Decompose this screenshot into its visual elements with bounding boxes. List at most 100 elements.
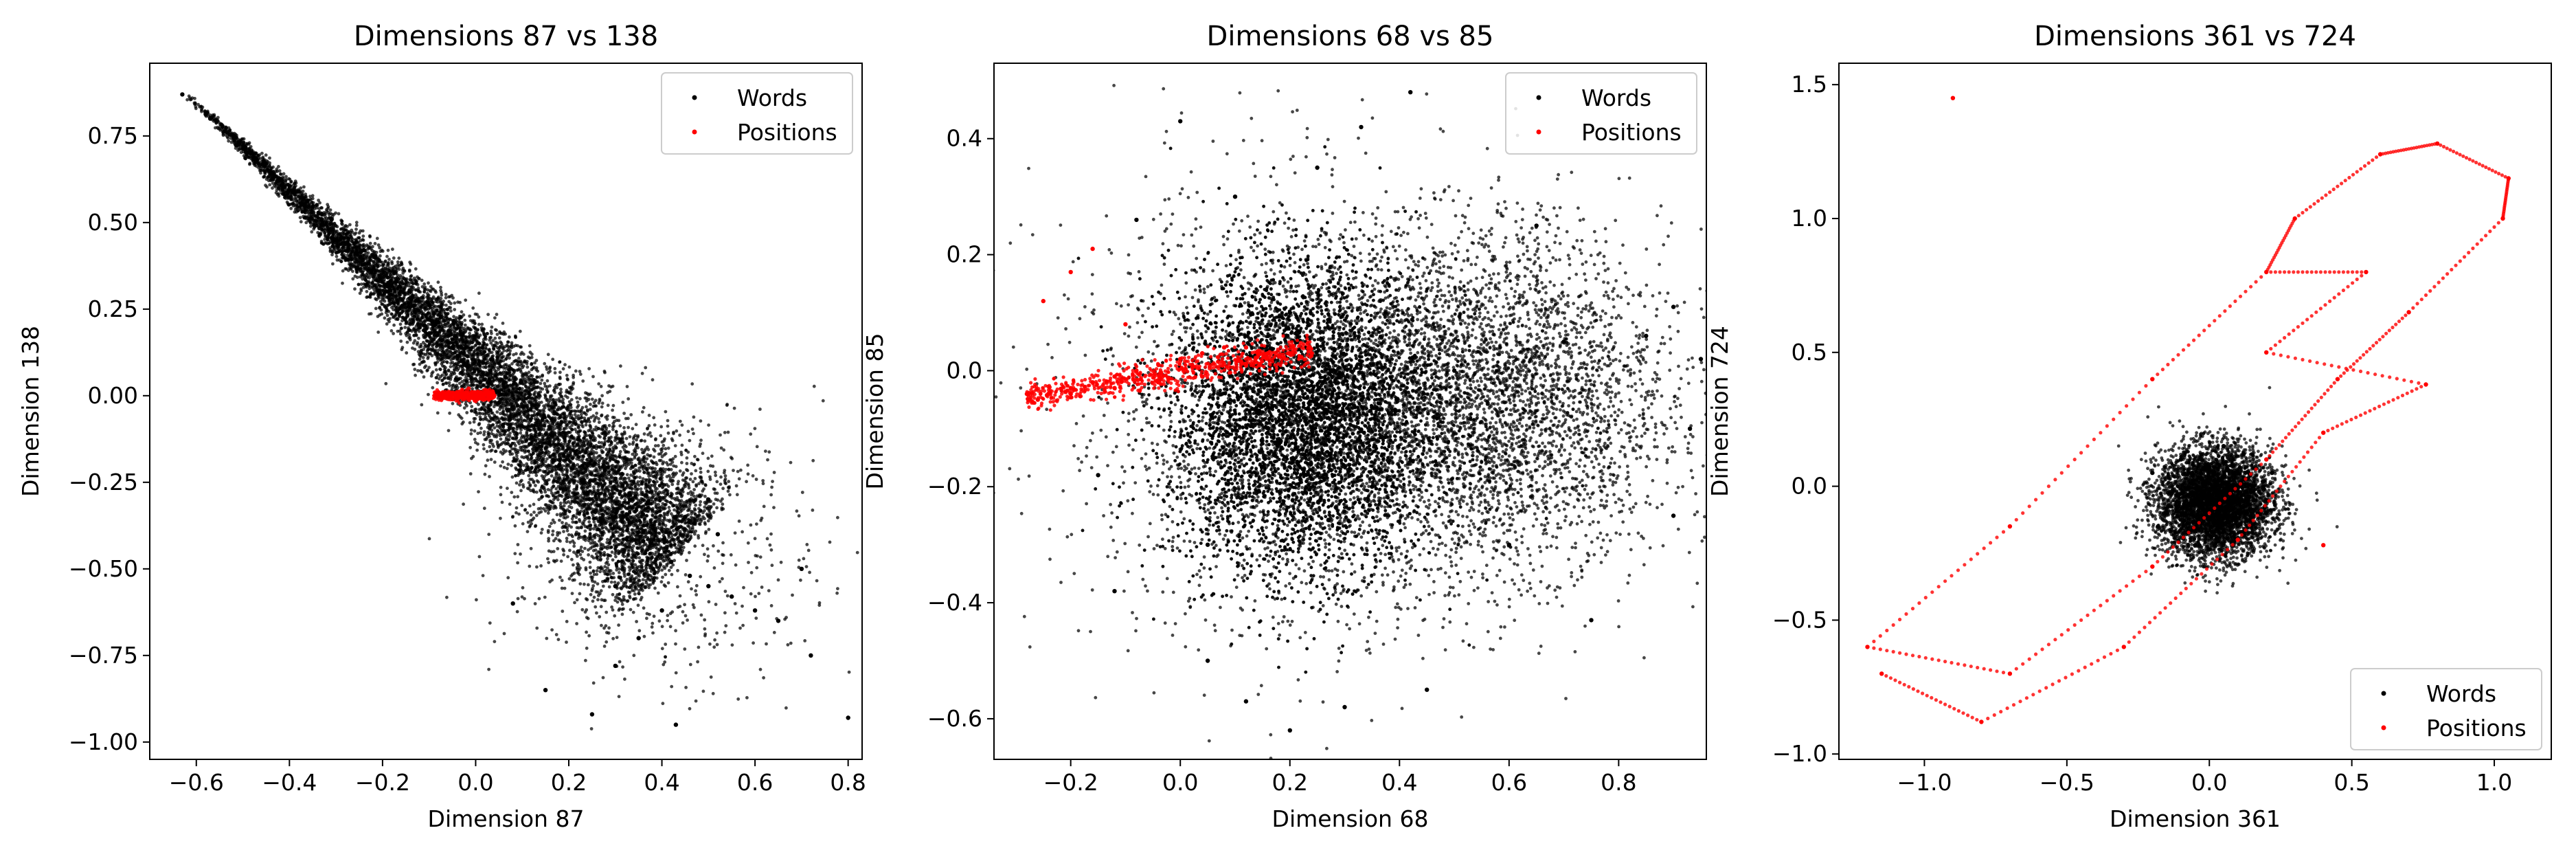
words-point <box>613 583 618 589</box>
legend-label-positions: Positions <box>1581 119 1682 146</box>
words-point <box>329 216 334 221</box>
x-tick-label: 0.8 <box>830 769 866 796</box>
x-tick-label: 0.6 <box>737 769 773 796</box>
y-tick-label: −0.6 <box>927 705 982 732</box>
positions-point <box>1243 345 1249 350</box>
y-axis-label: Dimension 85 <box>861 333 888 490</box>
words-point <box>1342 704 1347 710</box>
legend-label-words: Words <box>2426 680 2496 707</box>
x-tick-label: 0.4 <box>1381 769 1417 796</box>
words-point <box>2164 511 2169 515</box>
chart-title: Dimensions 68 vs 85 <box>1207 21 1494 52</box>
words-point <box>706 497 711 502</box>
words-point <box>799 566 804 571</box>
positions-point <box>2321 430 2326 435</box>
x-tick-label: 0.0 <box>457 769 493 796</box>
x-tick-label: −0.2 <box>355 769 410 796</box>
x-tick-label: 0.0 <box>2191 769 2227 796</box>
positions-point <box>1090 380 1095 385</box>
words-point <box>543 688 548 693</box>
words-point <box>1359 124 1364 130</box>
legend-marker-words <box>2381 691 2386 696</box>
positions-point <box>1134 368 1139 373</box>
words-point <box>641 539 646 544</box>
y-tick-label: −0.50 <box>69 555 138 582</box>
words-point <box>1370 484 1375 489</box>
y-tick-label: 0.2 <box>947 241 982 268</box>
positions-point <box>1199 350 1205 356</box>
words-point <box>497 400 501 405</box>
positions-point <box>1068 269 1073 275</box>
y-tick-label: 1.0 <box>1792 205 1827 232</box>
positions-point <box>2335 377 2340 381</box>
plot-area <box>1865 96 2511 724</box>
x-tick-label: −0.4 <box>262 769 317 796</box>
words-point <box>683 515 688 520</box>
y-tick-label: 0.75 <box>88 122 138 149</box>
axes-frame <box>1838 63 2552 760</box>
y-tick-label: 0.4 <box>947 125 982 152</box>
series-positions <box>436 390 497 402</box>
series-positions <box>1865 96 2511 724</box>
positions-point <box>2264 350 2269 355</box>
positions-point <box>2434 141 2440 146</box>
x-tick-label: −0.2 <box>1043 769 1098 796</box>
words-point <box>1671 513 1676 518</box>
chart-panel-2: −0.2 0.0 0.2 0.4 0.6 0.8 −0.6 −0.4 −0.2 0.0 0.2 0.4… <box>861 21 1707 832</box>
words-point <box>1287 310 1293 315</box>
positions-point <box>492 393 497 398</box>
words-point <box>1096 473 1100 478</box>
legend-marker-positions <box>2381 725 2386 730</box>
words-point <box>1178 119 1183 124</box>
y-tick-label: −0.2 <box>927 473 982 500</box>
positions-point <box>464 393 469 398</box>
positions-point <box>2424 382 2428 387</box>
y-axis-label: Dimension 724 <box>1706 326 1733 497</box>
positions-point <box>2506 176 2511 181</box>
x-tick-label: −0.5 <box>2040 769 2094 796</box>
words-point <box>1534 223 1539 228</box>
x-tick-label: 0.4 <box>644 769 679 796</box>
y-tick-label: −0.5 <box>1772 606 1827 633</box>
legend-marker-words <box>692 95 697 100</box>
positions-point <box>1035 397 1041 402</box>
words-point <box>207 116 213 121</box>
series-words <box>1096 90 1704 733</box>
x-tick-label: −0.6 <box>169 769 224 796</box>
series-words <box>2150 444 2274 548</box>
legend-label-positions: Positions <box>2426 715 2527 741</box>
chart-title: Dimensions 87 vs 138 <box>354 21 658 52</box>
chart-panel-1: −0.6 −0.4 −0.2 0.0 0.2 0.4 0.6 0.8 −1.00 −0.75 −0.… <box>17 21 866 832</box>
words-point <box>1698 357 1704 361</box>
positions-point <box>2007 671 2013 676</box>
positions-point <box>1123 322 1128 327</box>
words-point <box>1205 658 1210 663</box>
words-point <box>557 462 562 467</box>
legend-label-words: Words <box>1581 85 1651 111</box>
positions-point <box>1199 374 1205 379</box>
words-point <box>2270 470 2274 476</box>
positions-point <box>1309 350 1314 356</box>
words-point <box>459 359 464 364</box>
legend-label-words: Words <box>737 85 807 111</box>
positions-point <box>1156 380 1161 385</box>
words-point <box>1287 728 1293 733</box>
positions-point <box>1243 362 1249 368</box>
positions-point <box>1879 671 1884 676</box>
positions-point <box>1265 350 1271 356</box>
positions-point <box>2264 269 2269 275</box>
positions-point <box>1950 96 1956 100</box>
positions-point <box>1112 374 1117 379</box>
words-point <box>730 594 734 599</box>
words-point <box>1425 687 1430 692</box>
x-tick-label: 0.2 <box>551 769 587 796</box>
x-tick-label: 0.6 <box>1491 769 1527 796</box>
positions-point <box>1865 645 1870 649</box>
legend-box <box>661 72 853 155</box>
y-tick-label: 0.00 <box>88 382 138 409</box>
y-tick-label: 0.25 <box>88 295 138 322</box>
positions-point <box>1287 350 1293 356</box>
positions-point <box>473 393 478 398</box>
positions-point <box>478 390 483 394</box>
